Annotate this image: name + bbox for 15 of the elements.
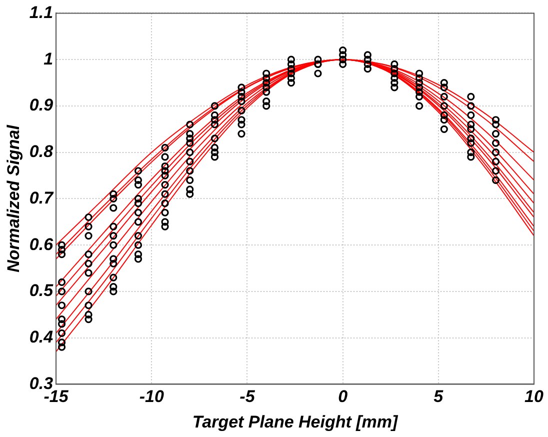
y-tick-label: 0.6 bbox=[29, 234, 54, 254]
y-axis-title: Normalized Signal bbox=[4, 124, 23, 272]
y-tick-label: 0.4 bbox=[29, 328, 54, 347]
x-tick-label: 0 bbox=[338, 387, 348, 406]
y-tick-label: 1 bbox=[44, 49, 54, 68]
y-tick-label: 0.9 bbox=[29, 96, 54, 115]
x-tick-label: 5 bbox=[434, 387, 444, 406]
x-axis-title: Target Plane Height [mm] bbox=[192, 412, 399, 432]
y-tick-label: 0.8 bbox=[29, 142, 54, 162]
y-tick-label: 0.5 bbox=[29, 281, 54, 300]
y-tick-label: 0.7 bbox=[29, 188, 55, 208]
x-tick-label: -5 bbox=[240, 387, 256, 406]
x-tick-label: 10 bbox=[524, 387, 544, 406]
x-tick-label: -10 bbox=[139, 387, 164, 406]
y-tick-label: 1.1 bbox=[29, 2, 54, 22]
